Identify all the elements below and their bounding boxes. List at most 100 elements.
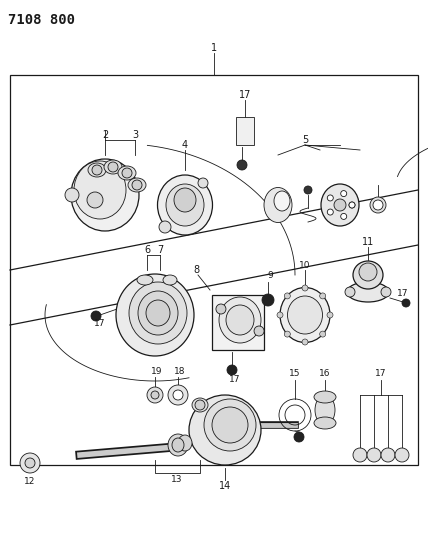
Circle shape: [294, 432, 304, 442]
Circle shape: [320, 293, 326, 299]
Circle shape: [395, 448, 409, 462]
Ellipse shape: [71, 159, 139, 231]
Circle shape: [147, 387, 163, 403]
Text: 5: 5: [302, 135, 308, 145]
Circle shape: [173, 390, 183, 400]
Ellipse shape: [138, 291, 178, 335]
Circle shape: [65, 188, 79, 202]
Circle shape: [327, 195, 333, 201]
Ellipse shape: [174, 188, 196, 212]
Circle shape: [108, 162, 118, 172]
Circle shape: [151, 391, 159, 399]
Text: 7: 7: [157, 245, 163, 255]
Text: 17: 17: [239, 90, 251, 100]
Circle shape: [91, 311, 101, 321]
Text: 17: 17: [229, 376, 241, 384]
Circle shape: [20, 453, 40, 473]
Text: 7108 800: 7108 800: [8, 13, 75, 27]
Ellipse shape: [212, 407, 248, 443]
Bar: [236, 117, 254, 145]
Circle shape: [195, 400, 205, 410]
Ellipse shape: [321, 184, 359, 226]
Circle shape: [92, 165, 102, 175]
Text: 4: 4: [182, 140, 188, 150]
Ellipse shape: [88, 163, 106, 177]
Text: 10: 10: [299, 261, 311, 270]
Bar: [10, 75, 418, 465]
Text: 17: 17: [94, 319, 106, 327]
Text: 3: 3: [132, 130, 138, 140]
Circle shape: [402, 299, 410, 307]
Ellipse shape: [189, 395, 261, 465]
Text: 17: 17: [397, 289, 409, 298]
Ellipse shape: [129, 282, 187, 344]
Text: 18: 18: [174, 367, 186, 376]
Ellipse shape: [288, 296, 323, 334]
Circle shape: [345, 287, 355, 297]
Ellipse shape: [178, 435, 192, 451]
Circle shape: [254, 326, 264, 336]
Ellipse shape: [146, 300, 170, 326]
Circle shape: [341, 191, 347, 197]
Ellipse shape: [347, 282, 389, 302]
Ellipse shape: [314, 391, 336, 403]
Ellipse shape: [314, 417, 336, 429]
Circle shape: [216, 304, 226, 314]
Circle shape: [237, 160, 247, 170]
Circle shape: [373, 200, 383, 210]
Circle shape: [122, 168, 132, 178]
Circle shape: [277, 312, 283, 318]
Circle shape: [341, 213, 347, 220]
Circle shape: [168, 385, 188, 405]
Ellipse shape: [315, 395, 335, 425]
Circle shape: [302, 339, 308, 345]
Text: 15: 15: [289, 368, 301, 377]
Circle shape: [367, 448, 381, 462]
Text: 12: 12: [24, 477, 36, 486]
Ellipse shape: [116, 274, 194, 356]
Circle shape: [349, 202, 355, 208]
Ellipse shape: [353, 261, 383, 289]
Ellipse shape: [118, 166, 136, 180]
Ellipse shape: [158, 175, 212, 235]
Circle shape: [381, 448, 395, 462]
Text: 14: 14: [219, 481, 231, 491]
Circle shape: [320, 331, 326, 337]
Circle shape: [327, 312, 333, 318]
Circle shape: [304, 186, 312, 194]
Text: 8: 8: [193, 265, 199, 275]
Ellipse shape: [163, 275, 177, 285]
Circle shape: [159, 221, 171, 233]
Text: 16: 16: [319, 368, 331, 377]
Ellipse shape: [137, 275, 153, 285]
Circle shape: [262, 294, 274, 306]
Text: 2: 2: [102, 130, 108, 140]
Circle shape: [284, 293, 290, 299]
Text: 11: 11: [362, 237, 374, 247]
Ellipse shape: [370, 197, 386, 213]
Ellipse shape: [204, 399, 256, 451]
Ellipse shape: [280, 287, 330, 343]
Ellipse shape: [172, 438, 184, 452]
Ellipse shape: [264, 188, 292, 222]
Ellipse shape: [168, 434, 188, 456]
Circle shape: [25, 458, 35, 468]
Circle shape: [87, 192, 103, 208]
Circle shape: [284, 331, 290, 337]
Circle shape: [132, 180, 142, 190]
Text: 1: 1: [211, 43, 217, 53]
Ellipse shape: [359, 263, 377, 281]
Ellipse shape: [274, 191, 290, 211]
Ellipse shape: [74, 161, 126, 219]
Ellipse shape: [166, 184, 204, 226]
Ellipse shape: [219, 297, 261, 343]
Ellipse shape: [192, 398, 208, 412]
Circle shape: [353, 448, 367, 462]
Circle shape: [302, 285, 308, 291]
Text: 19: 19: [151, 367, 163, 376]
Circle shape: [334, 199, 346, 211]
Bar: [212, 295, 264, 350]
Circle shape: [381, 287, 391, 297]
Circle shape: [227, 365, 237, 375]
Circle shape: [198, 178, 208, 188]
